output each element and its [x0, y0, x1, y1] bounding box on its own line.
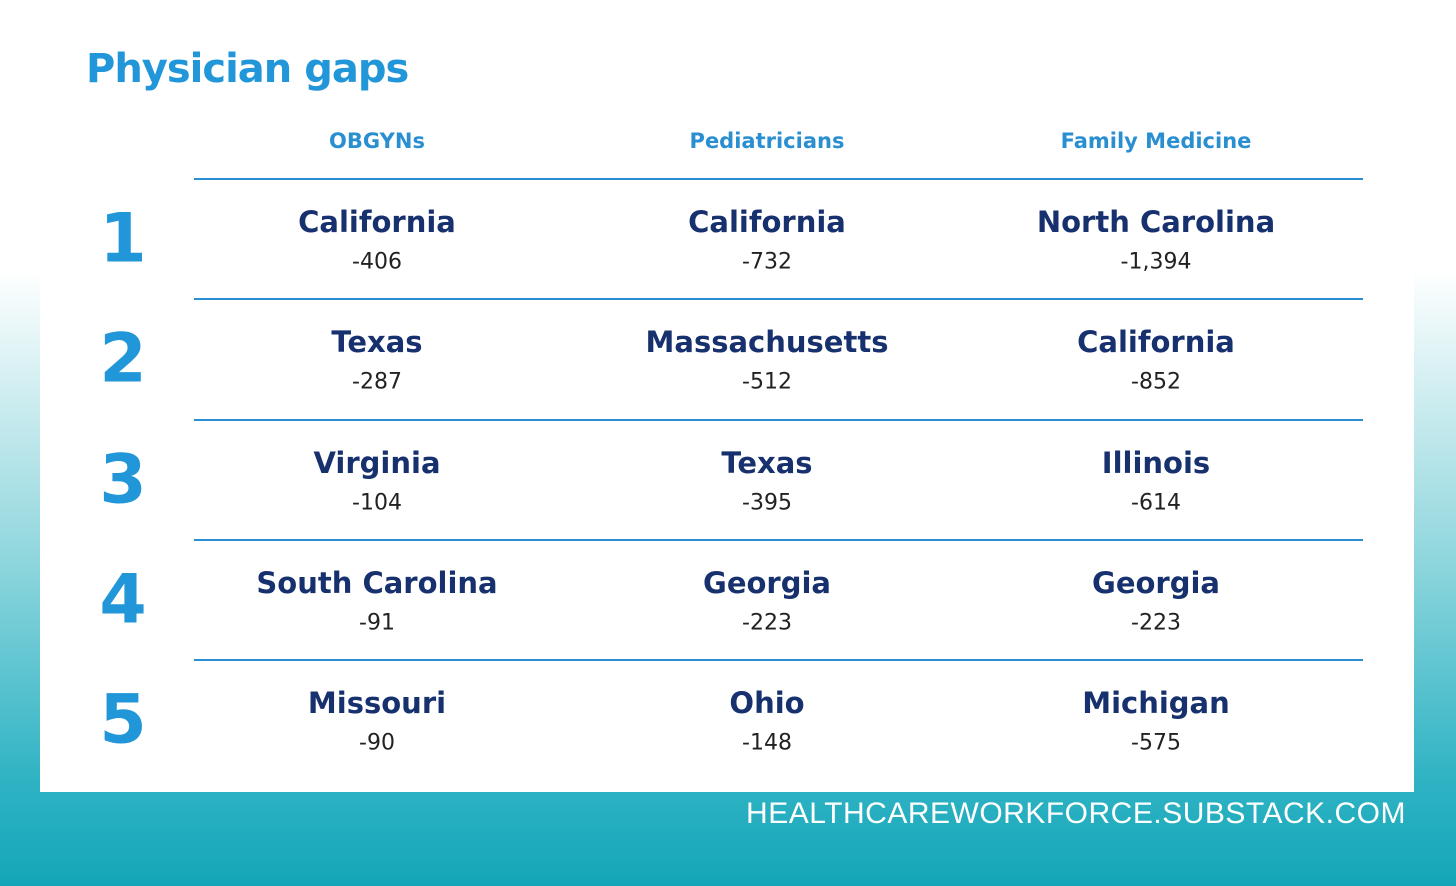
rank-number: 5: [99, 680, 147, 760]
state-name: South Carolina: [256, 565, 498, 600]
title: Physician gaps: [86, 46, 409, 92]
gap-value: -287: [352, 369, 402, 395]
row-divider: [194, 659, 1363, 662]
gap-value: -104: [352, 490, 402, 516]
state-name: Massachusetts: [645, 325, 889, 360]
rank-number: 1: [99, 199, 147, 279]
gap-value: -90: [359, 730, 395, 756]
gap-value: -223: [742, 610, 792, 636]
state-name: California: [1077, 325, 1235, 360]
row-divider: [194, 538, 1363, 541]
gap-value: -223: [1131, 610, 1181, 636]
row-divider: [194, 178, 1363, 180]
state-name: Georgia: [703, 565, 831, 600]
gap-value: -1,394: [1120, 249, 1192, 275]
gap-value: -512: [742, 369, 792, 395]
state-name: California: [298, 205, 456, 239]
row-divider: [194, 418, 1363, 421]
column-header: OBGYNs: [329, 129, 425, 153]
footer: HEALTHCAREWORKFORCE.SUBSTACK.COM: [746, 797, 1406, 830]
gap-value: -852: [1131, 369, 1181, 395]
gap-value: -91: [359, 610, 395, 636]
gap-value: -614: [1131, 490, 1181, 516]
gap-value: -395: [742, 490, 792, 516]
state-name: Texas: [331, 325, 423, 360]
rank-number: 3: [99, 440, 147, 520]
row-divider: [194, 298, 1363, 301]
state-name: California: [688, 205, 846, 239]
state-name: Ohio: [729, 686, 805, 721]
state-name: Missouri: [307, 686, 447, 721]
rank-number: 2: [99, 319, 147, 399]
column-header: Family Medicine: [1060, 129, 1252, 153]
state-name: Michigan: [1082, 686, 1230, 721]
state-name: North Carolina: [1036, 205, 1276, 239]
gap-value: -575: [1131, 730, 1181, 756]
column-header: Pediatricians: [689, 129, 845, 153]
state-name: Virginia: [313, 445, 441, 480]
rank-number: 4: [99, 560, 147, 640]
gap-value: -406: [352, 249, 402, 275]
state-name: Texas: [721, 445, 813, 480]
state-name: Georgia: [1092, 565, 1220, 600]
gap-value: -148: [742, 730, 792, 756]
state-name: Illinois: [1101, 445, 1211, 480]
gap-value: -732: [742, 249, 792, 275]
card: [40, 0, 1414, 792]
